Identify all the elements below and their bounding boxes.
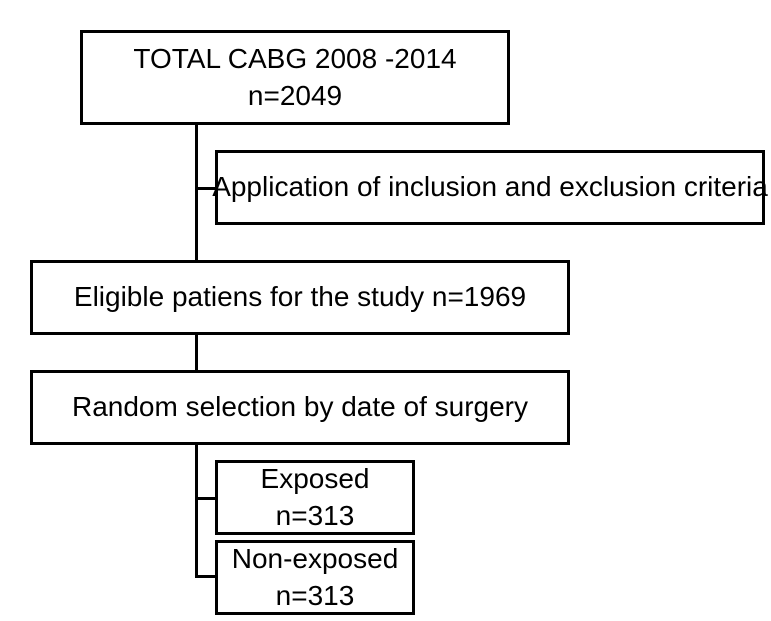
node-eligible: Eligible patiens for the study n=1969 (30, 260, 570, 335)
node-exposed-line1: Exposed (261, 461, 370, 497)
node-total-line2: n=2049 (248, 78, 342, 114)
connector-line (195, 497, 215, 500)
node-nonexposed: Non-exposed n=313 (215, 540, 415, 615)
node-random-text: Random selection by date of surgery (72, 389, 528, 425)
node-nonexposed-line2: n=313 (276, 578, 355, 614)
node-random: Random selection by date of surgery (30, 370, 570, 445)
connector-line (195, 187, 215, 190)
connector-line (195, 575, 215, 578)
node-nonexposed-line1: Non-exposed (232, 541, 399, 577)
node-total: TOTAL CABG 2008 -2014 n=2049 (80, 30, 510, 125)
node-eligible-text: Eligible patiens for the study n=1969 (74, 279, 526, 315)
node-exposed-line2: n=313 (276, 498, 355, 534)
node-exposed: Exposed n=313 (215, 460, 415, 535)
node-total-line1: TOTAL CABG 2008 -2014 (133, 41, 456, 77)
connector-line (195, 125, 198, 260)
connector-line (195, 445, 198, 575)
node-criteria-text: Application of inclusion and exclusion c… (212, 169, 768, 205)
connector-line (195, 335, 198, 370)
node-criteria: Application of inclusion and exclusion c… (215, 150, 765, 225)
